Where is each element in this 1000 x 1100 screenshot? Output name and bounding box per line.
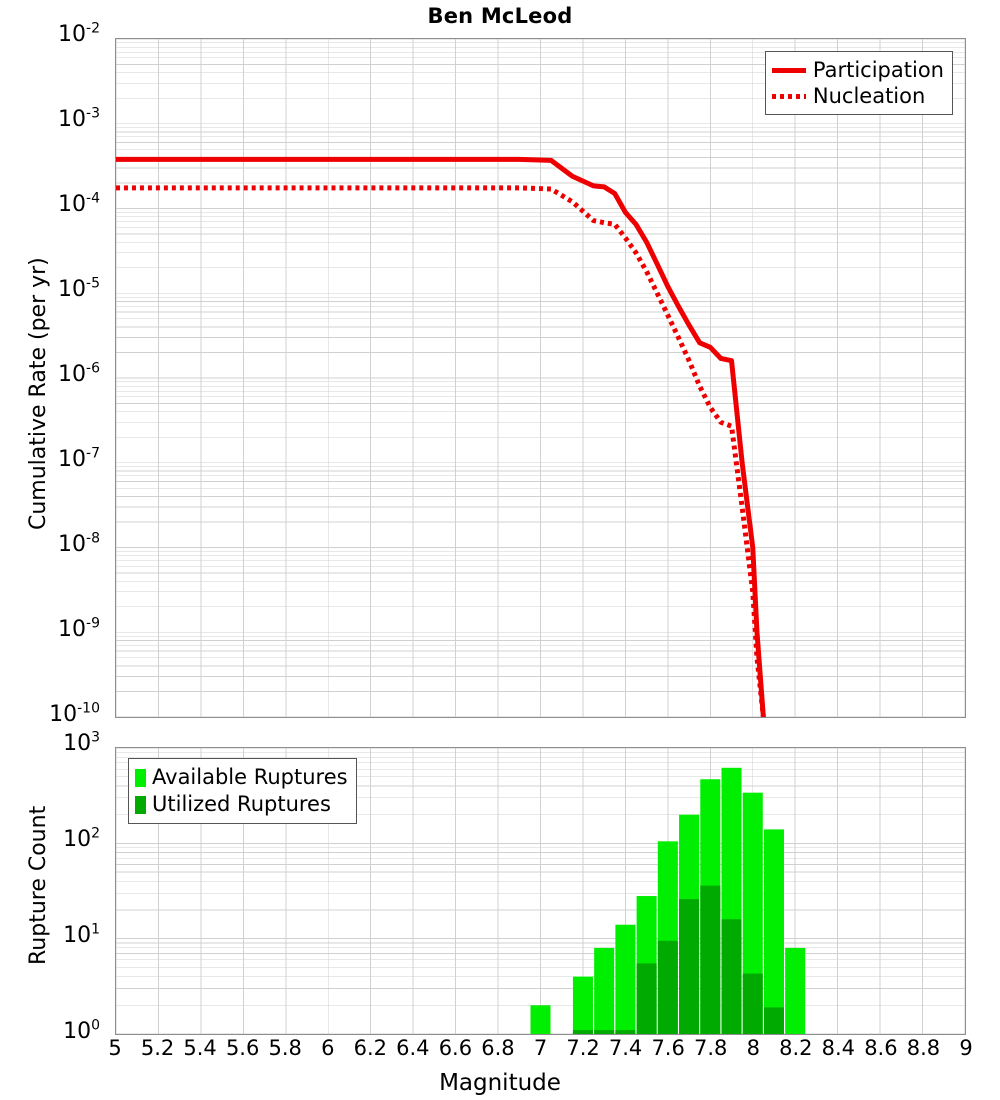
- bar-utilized-7.8: [700, 885, 721, 1034]
- top-y-tick-labels: 10-2 10-3 10-4 10-5 10-6 10-7 10-8 10-9 10-10: [0, 22, 108, 726]
- x-tick-labels: 5 5.2 5.4 5.6 5.8 6 6.2 6.4 6.6 6.8 7 7.2 7.4 7.6 7.8 8…: [0, 1038, 1000, 1068]
- x-tick-6.4: 6.4: [396, 1036, 430, 1060]
- top-y-axis-title: Cumulative Rate (per yr): [26, 257, 51, 530]
- bar-utilized-8: [742, 973, 763, 1034]
- bottom-plot-bars: [530, 767, 806, 1034]
- y-tick-102: 102: [63, 825, 100, 852]
- x-tick-7: 7: [533, 1036, 548, 1060]
- x-tick-5.4: 5.4: [183, 1036, 217, 1060]
- x-tick-8.4: 8.4: [821, 1036, 856, 1060]
- available-swatch-icon: [135, 768, 146, 787]
- top-plot-grid: [116, 39, 965, 717]
- x-tick-7.4: 7.4: [608, 1036, 643, 1060]
- legend-label-participation: Participation: [812, 57, 944, 82]
- x-tick-8.2: 8.2: [779, 1036, 813, 1060]
- series-participation: [116, 156, 766, 717]
- x-tick-5: 5: [108, 1036, 122, 1060]
- bottom-y-axis-title: Rupture Count: [26, 805, 51, 965]
- bar-utilized-7.6: [657, 940, 678, 1034]
- legend-item-nucleation[interactable]: Nucleation: [771, 83, 944, 109]
- legend-item-participation[interactable]: Participation: [771, 57, 944, 83]
- dotted-line-icon: [771, 87, 806, 105]
- rupture-count-plot: Available Ruptures Utilized Ruptures: [115, 747, 966, 1035]
- y-tick-10-3: 10-3: [58, 105, 100, 132]
- bar-utilized-7.2: [572, 1030, 593, 1034]
- bar-available-8.2: [785, 947, 806, 1034]
- bar-available-8.1: [763, 829, 784, 1034]
- bar-available-7.2: [572, 976, 593, 1034]
- x-tick-6.8: 6.8: [481, 1036, 515, 1060]
- y-tick-10-8: 10-8: [58, 530, 100, 557]
- y-tick-100: 100: [63, 1017, 100, 1044]
- x-tick-6.2: 6.2: [353, 1036, 387, 1060]
- bar-utilized-7.3: [594, 1030, 615, 1034]
- bottom-y-tick-labels: 103 102 101 100: [0, 731, 108, 1043]
- legend-label-available-ruptures: Available Ruptures: [152, 765, 348, 789]
- x-tick-7.2: 7.2: [566, 1036, 600, 1060]
- y-tick-10-2: 10-2: [58, 20, 100, 47]
- y-tick-10-9: 10-9: [58, 615, 100, 642]
- x-tick-8: 8: [746, 1036, 760, 1060]
- x-tick-7.6: 7.6: [651, 1036, 685, 1060]
- bar-available-7: [530, 1005, 551, 1034]
- legend-label-nucleation: Nucleation: [812, 83, 926, 108]
- bar-utilized-8.1: [763, 1007, 784, 1034]
- y-tick-10-4: 10-4: [58, 190, 100, 217]
- x-tick-5.2: 5.2: [140, 1036, 175, 1060]
- y-tick-101: 101: [63, 921, 100, 948]
- bar-utilized-7.5: [636, 963, 657, 1034]
- page-title: Ben McLeod: [427, 4, 573, 28]
- x-tick-8.8: 8.8: [906, 1036, 941, 1060]
- x-tick-5.6: 5.6: [225, 1036, 260, 1060]
- y-tick-10-6: 10-6: [58, 360, 100, 387]
- bar-available-7.3: [594, 947, 615, 1034]
- y-tick-103: 103: [63, 729, 100, 756]
- bar-utilized-7.9: [721, 919, 742, 1034]
- utilized-swatch-icon: [135, 795, 146, 814]
- y-tick-10-7: 10-7: [58, 445, 100, 472]
- x-tick-9: 9: [959, 1036, 973, 1060]
- bar-utilized-7.7: [679, 899, 700, 1034]
- x-tick-8.6: 8.6: [864, 1036, 898, 1060]
- legend-item-available-ruptures[interactable]: Available Ruptures: [135, 764, 348, 791]
- y-tick-10-5: 10-5: [58, 275, 100, 302]
- legend-item-utilized-ruptures[interactable]: Utilized Ruptures: [135, 791, 348, 818]
- x-tick-7.8: 7.8: [693, 1036, 728, 1060]
- cumulative-rate-plot: Participation Nucleation: [115, 38, 966, 718]
- bar-utilized-7.4: [615, 1030, 636, 1034]
- x-tick-6.6: 6.6: [438, 1036, 473, 1060]
- top-plot-curves: [116, 156, 766, 717]
- x-axis-title: Magnitude: [439, 1070, 561, 1096]
- y-tick-10-10: 10-10: [49, 700, 100, 727]
- x-tick-6: 6: [321, 1036, 335, 1060]
- x-tick-5.8: 5.8: [268, 1036, 302, 1060]
- bar-available-7.4: [615, 924, 636, 1034]
- series-nucleation: [116, 185, 766, 717]
- legend-label-utilized-ruptures: Utilized Ruptures: [152, 792, 331, 816]
- solid-line-icon: [771, 61, 806, 79]
- top-legend: Participation Nucleation: [764, 51, 953, 115]
- bottom-legend: Available Ruptures Utilized Ruptures: [128, 758, 357, 824]
